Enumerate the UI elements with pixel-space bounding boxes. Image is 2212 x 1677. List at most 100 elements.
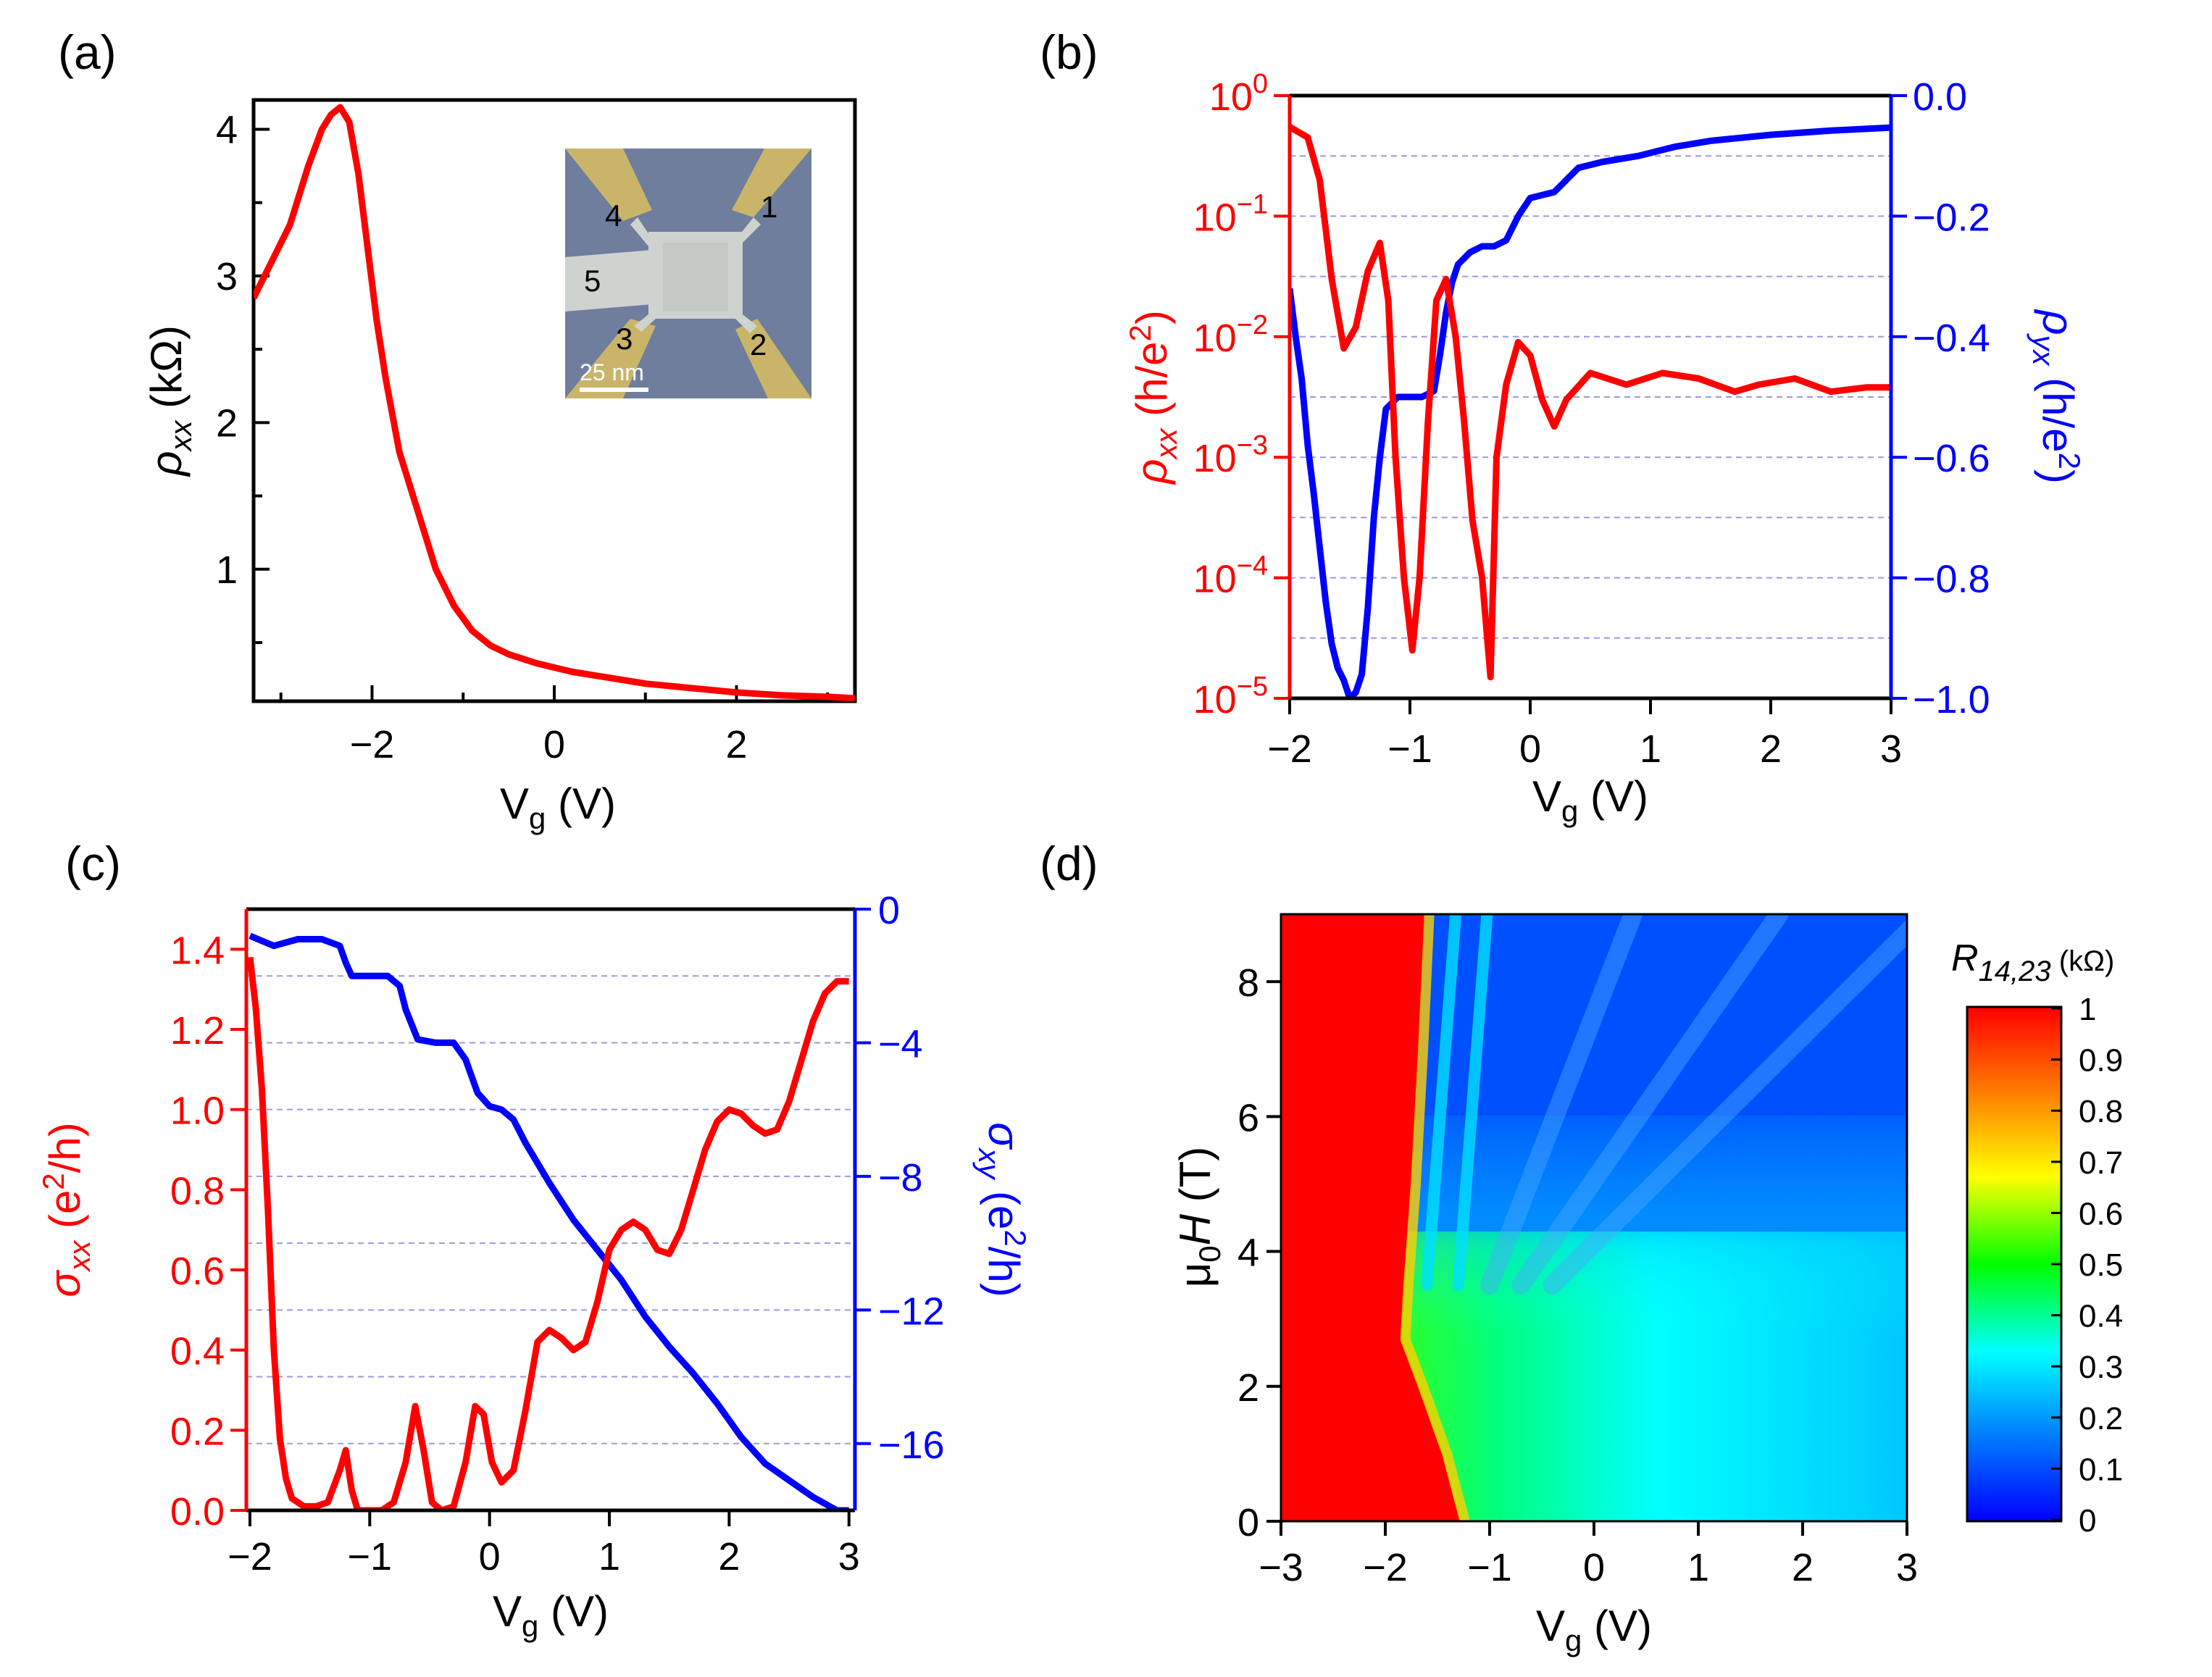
panel-c-ytick-left-label: 1.4	[170, 929, 225, 972]
panel-d-ytick-label: 0	[1238, 1501, 1259, 1544]
panel-b-xtick-label: 1	[1640, 727, 1661, 771]
panel-d-fan-line	[1452, 914, 1493, 1292]
panel-c-series-sigma-xy	[249, 932, 849, 1510]
panel-c-ticks: −2 −1 0 1 2 3 0.0 0.2 0.4 0.6 0.8 1.0 1.2 1.4 0 −4 −8 −12…	[170, 889, 945, 1578]
panel-b-ytick-left-label: 10−5	[1193, 672, 1268, 722]
panel-a-inset-image	[565, 149, 811, 398]
panel-d-xtick-label: 3	[1896, 1546, 1918, 1589]
panel-b-ytick-right-label: −0.2	[1913, 196, 1990, 239]
panel-b-ytick-left-label: 10−3	[1193, 430, 1268, 480]
panel-d-ytick-label: 4	[1238, 1231, 1259, 1275]
panel-d-ytick-label: 8	[1238, 961, 1259, 1005]
panel-a-letter: (a)	[58, 25, 117, 79]
panel-c-ytick-right-label: −4	[878, 1022, 923, 1066]
panel-d-colorbar-tick-label: 0.1	[2079, 1452, 2123, 1487]
panel-d-xtick-label: −2	[1363, 1546, 1408, 1589]
panel-b-xtick-label: 0	[1519, 727, 1541, 771]
panel-b-letter: (b)	[1040, 25, 1098, 79]
panel-a-ticks: −2 0 2 1 2 3 4	[216, 108, 830, 766]
panel-a-inset-contact-2: 2	[750, 327, 767, 361]
panel-d-colorbar-tick-label: 0.7	[2079, 1145, 2123, 1181]
panel-b-ytick-right-label: −1.0	[1913, 678, 1990, 722]
panel-c-ytick-right-label: −12	[878, 1289, 945, 1333]
panel-c-ytick-left-label: 0.2	[170, 1410, 225, 1453]
panel-d-ytick-label: 2	[1238, 1366, 1259, 1410]
panel-a-inset-contact-1: 1	[761, 190, 777, 224]
panel-a-series-line	[254, 104, 855, 701]
panel-d-heatmap	[1281, 914, 1907, 1521]
panel-a-ytick-label: 2	[216, 401, 238, 445]
panel-b-xtick-label: 3	[1880, 727, 1902, 771]
panel-b-ytick-left-label: 10−1	[1193, 189, 1268, 239]
panel-a-inset-contact-4: 4	[605, 198, 622, 233]
panel-a-inset-contact-5: 5	[584, 264, 601, 298]
panel-c-ytick-right-label: −16	[878, 1423, 945, 1467]
panel-a-ytick-label: 4	[216, 108, 238, 151]
panel-d-colorbar-tick-label: 0.8	[2079, 1094, 2123, 1129]
panel-b-ylabel-right: ρyx (h/e2)	[2027, 309, 2087, 484]
panel-b-ytick-left-label: 100	[1209, 69, 1268, 119]
panel-b-series-rho-xx	[1290, 124, 1891, 681]
panel-c-xtick-label: 2	[718, 1535, 740, 1578]
panel-d-colorbar-tick-label: 0.5	[2079, 1247, 2123, 1283]
panel-a-ytick-label: 1	[216, 548, 238, 592]
panel-a-ytick-label: 3	[216, 255, 238, 298]
panel-c-ytick-left-label: 0.0	[170, 1490, 225, 1534]
panel-c-ytick-left-label: 0.4	[170, 1330, 225, 1373]
panel-c-xtick-label: −2	[228, 1535, 272, 1578]
panel-d-colorbar-tick-label: 0.4	[2079, 1299, 2123, 1334]
panel-d-colorbar-ticks: 0 0.1 0.2 0.3 0.4 0.5 0.6 0.7 0.8 0.9 1	[2051, 992, 2123, 1539]
panel-c-ytick-left-label: 0.6	[170, 1250, 225, 1293]
panel-d-fan-line	[1421, 914, 1462, 1292]
panel-b-ticks: −2 −1 0 1 2 3 100 10−1 10−2 10−3 10−4 10−5 0.0 −0.2 −0…	[1193, 69, 1990, 771]
panel-d-ytick-label: 6	[1238, 1096, 1259, 1139]
panel-a-inset-contact-3: 3	[616, 322, 633, 356]
panel-c-xtick-label: 3	[838, 1535, 860, 1578]
panel-c-xlabel: Vg (V)	[493, 1587, 609, 1643]
panel-d-colorbar	[1966, 1005, 2063, 1523]
panel-b-ytick-right-label: −0.8	[1913, 558, 1990, 601]
panel-d-ticks: −3 −2 −1 0 1 2 3 0 2 4 6 8	[1238, 961, 1918, 1589]
panel-d-xtick-label: −1	[1467, 1546, 1512, 1589]
panel-c-letter: (c)	[65, 837, 121, 890]
panel-b-ytick-right-label: −0.4	[1913, 317, 1990, 360]
panel-c-ytick-left-label: 1.2	[170, 1009, 225, 1053]
panel-c-series-sigma-xx	[246, 956, 849, 1510]
panel-a: (a) −2 0 2 1 2 3 4 Vg (V) ρxx (kΩ) 1 2 3 4 5	[58, 25, 857, 835]
panel-a-ylabel: ρxx (kΩ)	[142, 325, 198, 477]
panel-b-ytick-left-label: 10−2	[1193, 310, 1268, 360]
panel-b-series-rho-yx	[1290, 124, 1891, 698]
panel-d-colorbar-title: R14,23 (kΩ)	[1951, 937, 2114, 987]
panel-d-red-region	[1281, 914, 1461, 1521]
panel-c-xtick-label: 0	[479, 1535, 501, 1578]
panel-b-ytick-left-label: 10−4	[1193, 551, 1268, 601]
panel-a-xlabel: Vg (V)	[500, 779, 616, 835]
panel-d-xtick-label: 0	[1583, 1546, 1605, 1589]
panel-d-fan-line	[1543, 919, 1907, 1295]
panel-b-ytick-right-label: 0.0	[1913, 75, 1967, 119]
panel-a-xtick-label: 0	[543, 723, 565, 766]
panel-c-ytick-left-label: 0.8	[170, 1169, 225, 1213]
panel-d-colorbar-tick-label: 0.9	[2079, 1043, 2123, 1079]
panel-a-xtick-label: −2	[350, 723, 395, 766]
panel-d-xtick-label: 1	[1687, 1546, 1709, 1589]
panel-b-ylabel-left: ρxx (h/e2)	[1123, 310, 1183, 485]
panel-d-letter: (d)	[1040, 837, 1098, 890]
panel-d-fan-line	[1480, 914, 1643, 1295]
panel-c-xtick-label: 1	[598, 1535, 620, 1578]
panel-d-colorbar-tick-label: 0.6	[2079, 1196, 2123, 1231]
panel-c-ytick-left-label: 1.0	[170, 1090, 225, 1133]
panel-c-ytick-right-label: 0	[878, 889, 900, 932]
panel-d-fan-line	[1511, 914, 1789, 1295]
panel-d-red-edge	[1400, 914, 1470, 1521]
panel-d-colorbar-tick-label: 0.2	[2079, 1401, 2123, 1436]
panel-b-xtick-label: −1	[1387, 727, 1432, 771]
panel-c: (c) −2 −1 0 1 2 30.00.20.40.60.81.01.21.40−4−…	[36, 837, 1032, 1643]
panel-c-ylabel-left: σxx (e2/h)	[36, 1122, 96, 1297]
panel-d-colorbar-tick-label: 1	[2079, 992, 2096, 1027]
panel-b-xtick-label: −2	[1267, 727, 1312, 771]
panel-d-xtick-label: −3	[1259, 1546, 1303, 1589]
panel-a-inset-scale-bar-label: 25 nm	[580, 359, 644, 385]
panel-d-ylabel: μ0H (T)	[1171, 1147, 1227, 1288]
